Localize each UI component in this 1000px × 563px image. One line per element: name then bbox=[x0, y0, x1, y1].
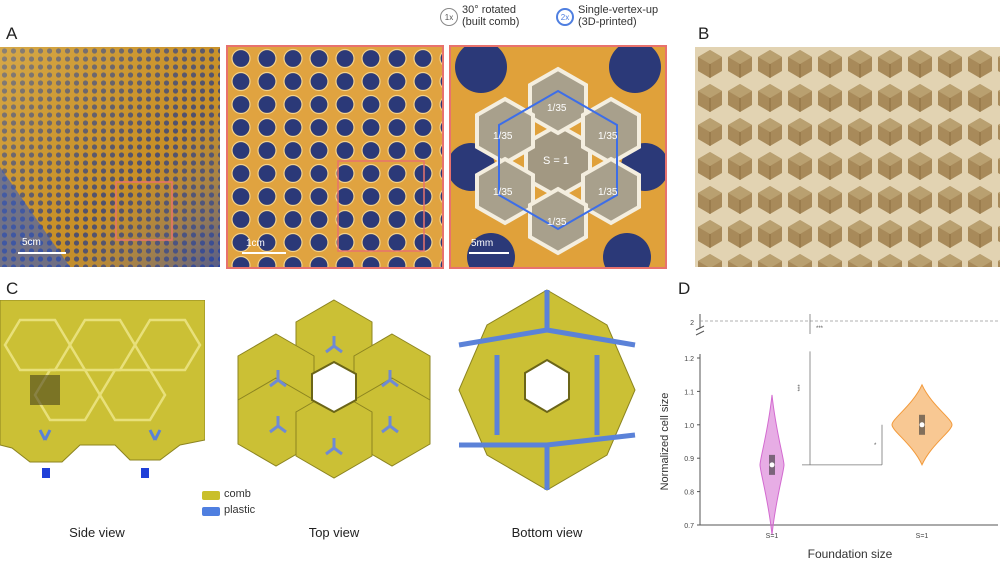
panel-label-d: D bbox=[678, 279, 691, 298]
cell-label-top: 1/35 bbox=[547, 103, 567, 114]
y-tick-label: 1.0 bbox=[684, 423, 694, 430]
legend-plastic: plastic bbox=[224, 504, 256, 516]
y-tick-label: 0.8 bbox=[684, 490, 694, 497]
significance-label-3: * bbox=[874, 443, 877, 449]
x-tick-label: S=1 bbox=[766, 533, 779, 540]
plastic-swatch-icon bbox=[202, 507, 220, 516]
cell-label-lower-right: 1/35 bbox=[598, 187, 618, 198]
median-series-2 bbox=[919, 422, 925, 428]
cell-label-center: S = 1 bbox=[543, 155, 569, 167]
printed-comb-photo bbox=[695, 47, 1000, 267]
side-view-label: Side view bbox=[69, 525, 125, 540]
side-view-render bbox=[0, 300, 205, 480]
axis-break-mark bbox=[695, 325, 705, 331]
axis-break-mark-2 bbox=[695, 330, 705, 336]
x-tick-label: S=1 bbox=[916, 533, 929, 540]
scale-bar-a2 bbox=[242, 252, 286, 254]
y-tick-label-break: 2 bbox=[690, 320, 694, 327]
bottom-view-render bbox=[457, 285, 637, 495]
panel-label-a: A bbox=[6, 24, 18, 43]
legend-rotated-line2: (built comb) bbox=[462, 16, 520, 28]
scale-label-a1: 5cm bbox=[22, 237, 41, 248]
y-tick-label: 0.9 bbox=[684, 456, 694, 463]
vertex-up-badge-icon: 2x bbox=[556, 8, 574, 26]
panel-label-b: B bbox=[698, 24, 710, 43]
scale-label-a2: 1cm bbox=[246, 238, 265, 249]
y-axis-label: Normalized cell size bbox=[659, 393, 671, 491]
y-tick-label: 0.7 bbox=[684, 523, 694, 530]
significance-label-2: *** bbox=[816, 326, 824, 332]
cell-label-lower-left: 1/35 bbox=[493, 187, 513, 198]
legend-comb: comb bbox=[224, 488, 251, 500]
scale-bar-a1 bbox=[18, 252, 66, 254]
scale-label-a3: 5mm bbox=[471, 238, 494, 249]
comb-swatch-icon bbox=[202, 491, 220, 500]
rotated-badge-icon: 1x bbox=[440, 8, 458, 26]
comb-zoom-photo: 1cm bbox=[226, 45, 444, 269]
y-tick-label: 1.2 bbox=[684, 356, 694, 363]
bottom-view-label: Bottom view bbox=[511, 525, 583, 540]
top-view-render bbox=[232, 298, 437, 480]
cell-label-upper-left: 1/35 bbox=[493, 131, 513, 142]
y-tick-label: 1.1 bbox=[684, 389, 694, 396]
legend-rotated-line1: 30° rotated bbox=[462, 4, 516, 16]
cell-detail-photo: S = 1 1/35 1/35 1/35 1/35 1/35 1/35 5mm bbox=[449, 45, 667, 269]
significance-label-1: *** bbox=[798, 384, 804, 392]
legend-vertex-up: Single-vertex-up (3D-printed) bbox=[578, 4, 658, 28]
cell-label-upper-right: 1/35 bbox=[598, 131, 618, 142]
comb-overview-photo: 5cm bbox=[0, 47, 220, 267]
scale-bar-a3 bbox=[469, 252, 509, 254]
cell-size-violin-chart: 2 0.7 0.8 0.9 1.0 1.1 1.2 Normalized cell size F… bbox=[659, 314, 998, 561]
x-axis-label: Foundation size bbox=[808, 547, 893, 561]
median-series-1 bbox=[769, 462, 775, 468]
legend-rotated: 30° rotated (built comb) bbox=[462, 4, 519, 28]
top-view-label: Top view bbox=[308, 525, 360, 540]
cell-label-bottom: 1/35 bbox=[547, 217, 567, 228]
legend-vertex-up-line2: (3D-printed) bbox=[578, 16, 637, 28]
legend-vertex-up-line1: Single-vertex-up bbox=[578, 4, 659, 16]
panel-label-c: C bbox=[6, 279, 19, 298]
